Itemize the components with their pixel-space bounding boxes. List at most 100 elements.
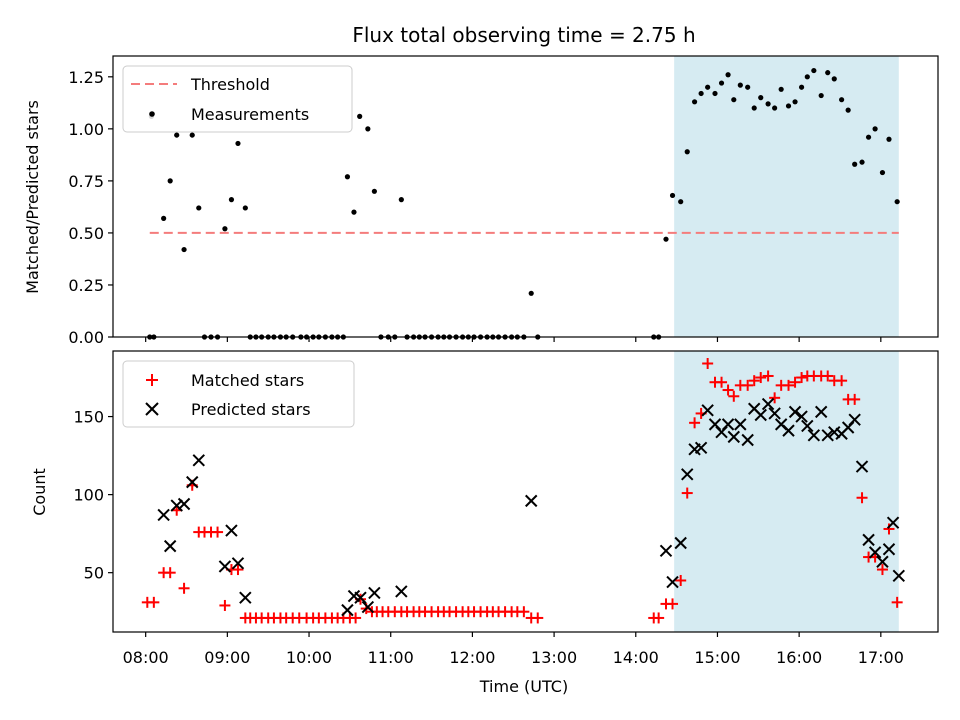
bottom-legend-box: [122, 360, 355, 428]
predicted-star-point: [186, 475, 199, 489]
matched-star-point: [518, 606, 530, 618]
measurement-point: [691, 99, 698, 105]
predicted-star-point: [795, 410, 808, 423]
legend-matched-label: Matched stars: [191, 371, 304, 390]
measurement-point: [528, 290, 534, 296]
predicted-star-point: [828, 425, 841, 439]
matched-star-point: [789, 376, 801, 388]
measurement-point: [879, 169, 886, 176]
top-x-ticks: [145, 337, 882, 342]
measurement-point: [865, 134, 872, 140]
count-points: [141, 357, 905, 624]
measurement-point: [357, 113, 363, 119]
matched-star-point: [681, 487, 693, 499]
measurement-point: [684, 149, 690, 155]
matched-star-point: [178, 582, 190, 594]
measurement-point: [894, 199, 900, 205]
predicted-star-point: [163, 539, 177, 553]
predicted-star-point: [239, 591, 252, 604]
xtick-label: 11:00: [368, 648, 414, 667]
measurement-point: [725, 72, 731, 78]
bottom-axes-frame: [112, 350, 939, 633]
measurement-point: [737, 82, 743, 88]
matched-star-point: [836, 375, 848, 387]
top-axes-frame: [112, 55, 939, 338]
predicted-star-point: [761, 397, 775, 411]
measurement-point: [669, 192, 676, 199]
matched-star-point: [702, 357, 714, 369]
measurement-point: [818, 92, 824, 99]
predicted-star-point: [886, 516, 900, 529]
measurement-point: [663, 236, 669, 242]
predicted-star-point: [157, 508, 170, 522]
matched-star-point: [856, 492, 868, 504]
predicted-star-point: [807, 429, 821, 442]
matched-star-point: [653, 612, 665, 624]
predicted-star-point: [868, 546, 882, 559]
bottom-ytick-label: 100: [73, 486, 104, 505]
predicted-star-point: [177, 497, 191, 511]
predicted-star-point: [801, 419, 814, 433]
matched-star-point: [748, 375, 760, 387]
measurement-point: [825, 70, 831, 76]
measurement-point: [161, 215, 167, 221]
matched-star-point: [667, 598, 679, 610]
measurement-point: [351, 209, 357, 215]
top-ytick-label: 0.75: [68, 172, 104, 191]
predicted-star-point: [666, 575, 679, 589]
measurement-point: [831, 76, 837, 82]
predicted-star-point: [361, 600, 375, 614]
measurement-point: [228, 197, 235, 203]
matched-star-point: [212, 526, 224, 538]
measurement-point: [344, 174, 351, 180]
measurement-point: [751, 105, 757, 111]
matched-star-point: [728, 390, 740, 402]
legend-predicted-label: Predicted stars: [191, 400, 311, 419]
matched-star-point: [849, 393, 861, 405]
xtick-label: 12:00: [449, 648, 495, 667]
predicted-star-point: [525, 494, 538, 508]
matched-star-point: [716, 376, 728, 388]
bottom-shaded-interval: [674, 351, 899, 632]
matched-star-point: [219, 599, 231, 611]
measurement-point: [678, 199, 684, 205]
predicted-star-point: [225, 524, 238, 537]
measurement-point: [758, 95, 764, 101]
bottom-panel: 50 100 150 08:00 09:00 10:00 11:00 12:00 13:00 1…: [30, 350, 939, 696]
top-legend-box: [122, 65, 353, 133]
predicted-star-point: [855, 460, 869, 473]
measurement-point: [886, 136, 892, 142]
predicted-star-point: [170, 499, 183, 512]
predicted-star-point: [368, 586, 381, 600]
matched-star-point: [148, 596, 160, 608]
legend-measurements-label: Measurements: [191, 105, 309, 124]
x-axis-label: Time (UTC): [479, 677, 568, 696]
measurement-point: [235, 140, 241, 147]
xtick-label: 09:00: [204, 648, 250, 667]
measurement-point: [705, 84, 711, 90]
top-panel: Flux total observing time = 2.75 h 0.000…: [23, 23, 939, 347]
measurement-point: [785, 103, 792, 109]
matched-star-point: [232, 564, 244, 576]
measurement-point: [712, 90, 718, 97]
predicted-star-point: [354, 591, 367, 604]
matched-star-point: [769, 392, 781, 404]
matched-star-point: [532, 612, 544, 624]
bottom-y-ticks: 50 100 150: [73, 408, 113, 583]
matched-star-point: [164, 567, 176, 579]
predicted-star-point: [674, 536, 687, 550]
measurement-point: [792, 99, 798, 105]
legend-predicted-swatch: [145, 402, 159, 416]
measurement-point: [398, 197, 404, 203]
measurement-point: [765, 101, 771, 107]
top-y-axis-label: Matched/Predicted stars: [23, 100, 42, 294]
matched-star-point: [883, 523, 895, 535]
measurement-point: [778, 86, 784, 92]
measurement-point: [731, 97, 737, 103]
matched-star-point: [675, 574, 687, 586]
predicted-star-point: [734, 418, 747, 431]
xtick-label: 13:00: [531, 648, 577, 667]
predicted-star-point: [341, 603, 354, 617]
top-y-ticks: 0.00 0.25 0.50 0.75 1.00 1.25: [68, 68, 113, 347]
